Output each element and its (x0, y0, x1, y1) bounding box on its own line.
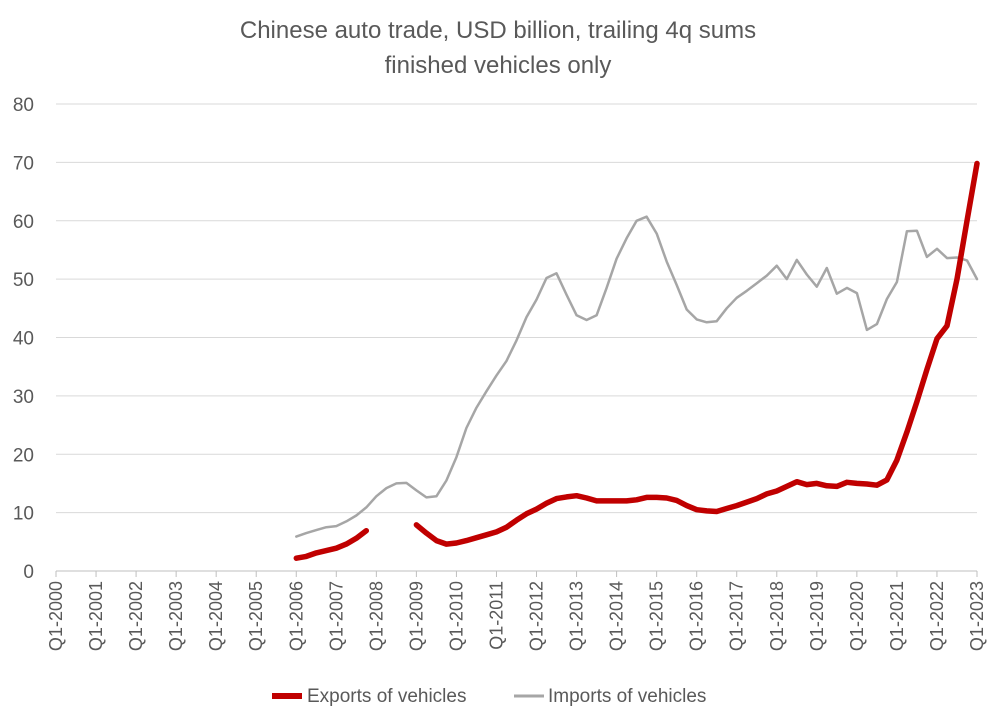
x-tick-label: Q1-2014 (607, 581, 627, 651)
legend-label-exports: Exports of vehicles (307, 686, 466, 707)
y-tick-label: 80 (13, 95, 34, 116)
y-axis-ticks: 0 10 20 30 40 50 60 70 80 (13, 95, 34, 583)
x-tick-label: Q1-2003 (166, 581, 186, 651)
y-tick-label: 10 (13, 504, 34, 525)
series-lines (293, 160, 980, 561)
chart-subtitle: finished vehicles only (385, 52, 612, 79)
y-tick-label: 70 (13, 153, 34, 174)
imports-series-line (295, 215, 979, 538)
x-tick-label: Q1-2007 (326, 581, 346, 651)
x-tick-label: Q1-2001 (86, 581, 106, 651)
legend-label-imports: Imports of vehicles (548, 686, 706, 707)
x-tick-label: Q1-2018 (767, 581, 787, 651)
x-tick-label: Q1-2015 (647, 581, 667, 651)
x-tick-label: Q1-2021 (887, 581, 907, 651)
x-tick-label: Q1-2012 (527, 581, 547, 651)
y-tick-label: 0 (23, 562, 34, 583)
y-tick-label: 50 (13, 270, 34, 291)
x-tick-label: Q1-2009 (406, 581, 426, 651)
x-tick-label: Q1-2013 (567, 581, 587, 651)
y-tick-label: 20 (13, 445, 34, 466)
legend: Exports of vehicles Imports of vehicles (272, 686, 706, 707)
y-tick-label: 60 (13, 212, 34, 233)
x-tick-label: Q1-2008 (366, 581, 386, 651)
x-tick-label: Q1-2017 (727, 581, 747, 651)
x-tick-label: Q1-2004 (206, 581, 226, 651)
x-tick-label: Q1-2011 (486, 581, 506, 650)
x-tick-label: Q1-2010 (446, 581, 466, 651)
y-tick-label: 30 (13, 387, 34, 408)
x-axis-ticks: Q1-2000 Q1-2001 Q1-2002 Q1-2003 Q1-2004 Q1-20… (46, 571, 987, 651)
x-tick-label: Q1-2002 (126, 581, 146, 651)
x-tick-label: Q1-2000 (46, 581, 66, 651)
exports-series-line-segment-1 (293, 527, 370, 561)
x-tick-label: Q1-2023 (967, 581, 987, 651)
x-tick-label: Q1-2022 (927, 581, 947, 651)
x-tick-label: Q1-2019 (807, 581, 827, 651)
y-tick-label: 40 (13, 329, 34, 350)
chart-title: Chinese auto trade, USD billion, trailin… (240, 17, 756, 44)
x-tick-label: Q1-2006 (286, 581, 306, 651)
exports-series-line-segment-2 (413, 160, 980, 547)
x-tick-label: Q1-2016 (687, 581, 707, 651)
x-tick-label: Q1-2005 (246, 581, 266, 651)
x-tick-label: Q1-2020 (847, 581, 867, 651)
